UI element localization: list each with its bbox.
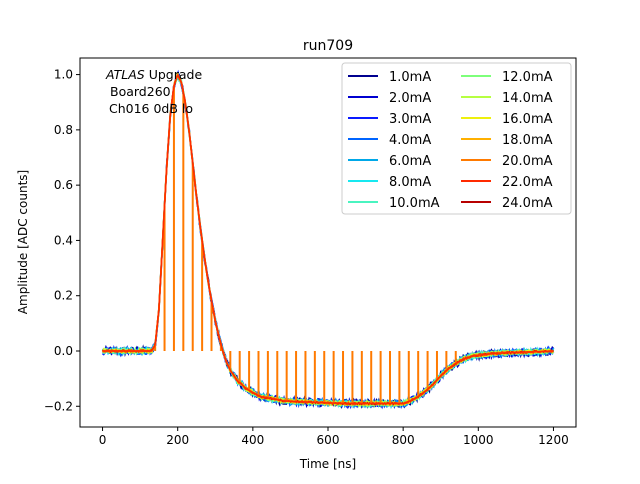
plot-data-layer	[101, 69, 555, 410]
y-tick-label: 0.4	[54, 233, 73, 247]
annotation-upgrade: Upgrade	[145, 67, 203, 82]
annotation-channel: Ch016 0dB lo	[109, 101, 193, 116]
x-tick-label: 400	[241, 433, 264, 447]
legend-label: 6.0mA	[389, 154, 431, 169]
legend-label: 20.0mA	[502, 154, 553, 169]
y-tick-label: 0.6	[54, 178, 73, 192]
y-tick-label: 0.0	[54, 344, 73, 358]
series-line-top	[102, 73, 554, 405]
svg-text:ATLAS Upgrade: ATLAS Upgrade	[105, 67, 202, 82]
x-tick-label: 0	[99, 433, 107, 447]
y-tick-label: 0.2	[54, 289, 73, 303]
chart-title: run709	[303, 38, 353, 54]
legend-label: 8.0mA	[389, 175, 431, 190]
y-axis: −0.2 0.0 0.2 0.4 0.6 0.8 1.0	[44, 68, 80, 413]
legend-label: 3.0mA	[389, 112, 431, 127]
legend-label: 2.0mA	[389, 91, 431, 106]
x-axis: 0 200 400 600 800 1000 1200	[99, 427, 569, 447]
legend-label: 12.0mA	[502, 70, 553, 85]
legend-label: 24.0mA	[502, 196, 553, 211]
legend-label: 10.0mA	[389, 196, 440, 211]
x-axis-label: Time [ns]	[299, 457, 356, 471]
y-axis-label: Amplitude [ADC counts]	[16, 170, 30, 314]
legend-label: 16.0mA	[502, 112, 553, 127]
legend-label: 14.0mA	[502, 91, 553, 106]
x-tick-label: 1000	[463, 433, 494, 447]
legend-label: 4.0mA	[389, 133, 431, 148]
x-tick-label: 600	[317, 433, 340, 447]
annotation-atlas: ATLAS	[105, 67, 145, 82]
y-tick-label: −0.2	[44, 399, 73, 413]
legend-frame	[341, 62, 572, 215]
y-tick-label: 0.8	[54, 123, 73, 137]
x-tick-label: 200	[166, 433, 189, 447]
legend: 1.0mA 2.0mA 3.0mA 4.0mA 6.0mA 8.0mA 10.0mA 12.0…	[341, 62, 572, 215]
annotation-board: Board260	[110, 84, 171, 99]
x-tick-label: 1200	[538, 433, 569, 447]
legend-label: 22.0mA	[502, 175, 553, 190]
legend-label: 1.0mA	[389, 70, 431, 85]
atlas-annotation: ATLAS Upgrade Board260 Ch016 0dB lo	[105, 67, 202, 116]
x-tick-label: 800	[392, 433, 415, 447]
y-tick-label: 1.0	[54, 68, 73, 82]
legend-label: 18.0mA	[502, 133, 553, 148]
